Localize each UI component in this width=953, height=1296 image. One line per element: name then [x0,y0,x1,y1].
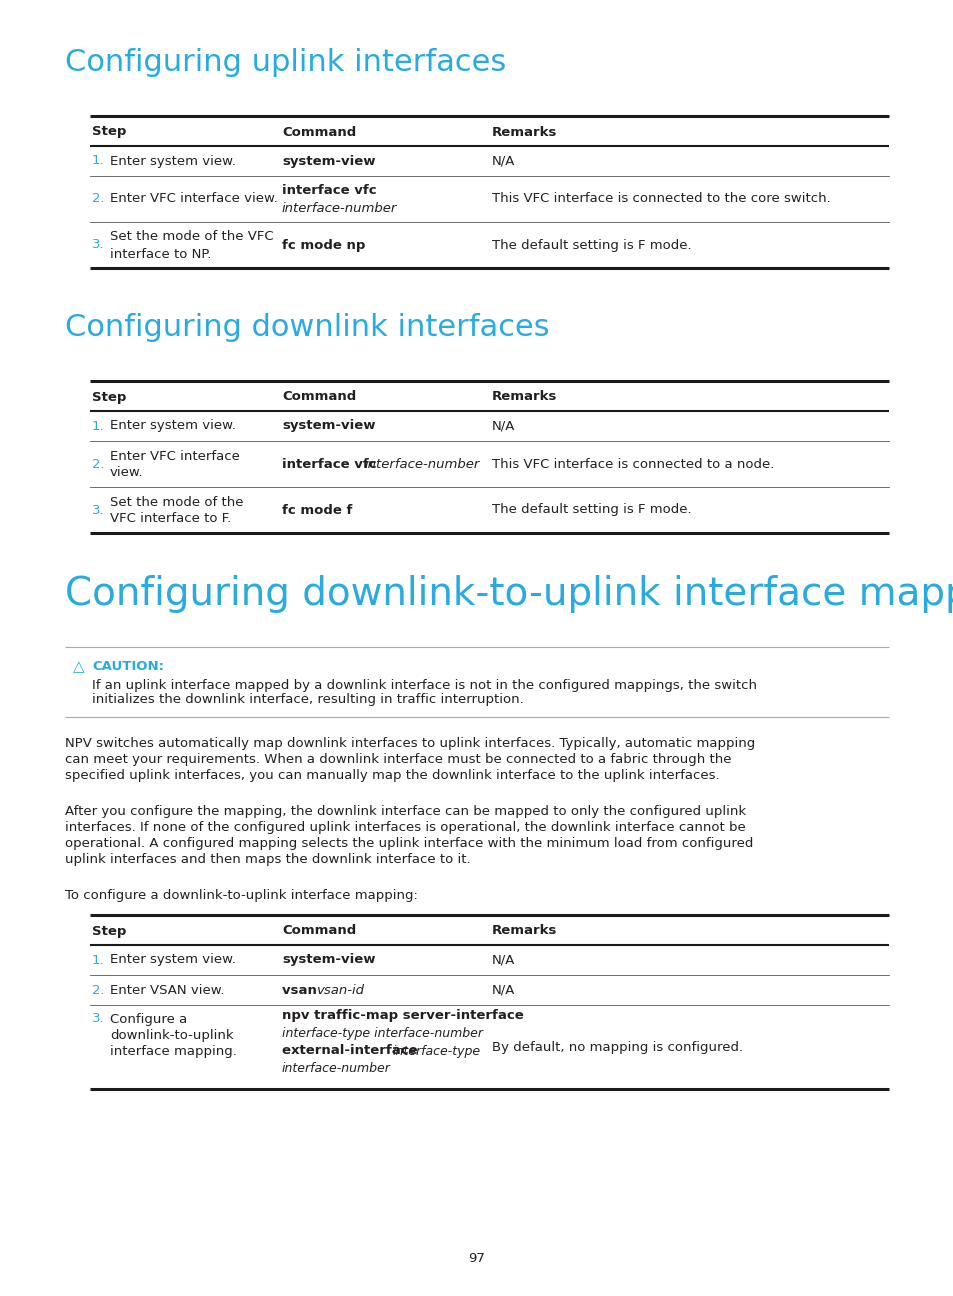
Text: 2.: 2. [91,193,105,206]
Text: initializes the downlink interface, resulting in traffic interruption.: initializes the downlink interface, resu… [91,693,523,706]
Text: system-view: system-view [282,420,375,433]
Text: N/A: N/A [492,954,515,967]
Text: Command: Command [282,390,355,403]
Text: 1.: 1. [91,954,105,967]
Text: Configuring uplink interfaces: Configuring uplink interfaces [65,48,506,76]
Text: 3.: 3. [91,504,105,517]
Text: Enter system view.: Enter system view. [110,954,235,967]
Text: The default setting is F mode.: The default setting is F mode. [492,238,691,251]
Text: 1.: 1. [91,420,105,433]
Text: interface vfc: interface vfc [282,457,381,470]
Text: NPV switches automatically map downlink interfaces to uplink interfaces. Typical: NPV switches automatically map downlink … [65,737,755,750]
Text: Configure a: Configure a [110,1012,187,1025]
Text: 2.: 2. [91,457,105,470]
Text: 97: 97 [468,1252,485,1265]
Text: uplink interfaces and then maps the downlink interface to it.: uplink interfaces and then maps the down… [65,853,470,866]
Text: Step: Step [91,126,126,139]
Text: 2.: 2. [91,984,105,997]
Text: This VFC interface is connected to the core switch.: This VFC interface is connected to the c… [492,193,830,206]
Text: To configure a downlink-to-uplink interface mapping:: To configure a downlink-to-uplink interf… [65,889,417,902]
Text: interface-number: interface-number [365,457,480,470]
Text: external-interface: external-interface [282,1045,422,1058]
Text: Step: Step [91,390,126,403]
Text: operational. A configured mapping selects the uplink interface with the minimum : operational. A configured mapping select… [65,837,753,850]
Text: The default setting is F mode.: The default setting is F mode. [492,504,691,517]
Text: After you configure the mapping, the downlink interface can be mapped to only th: After you configure the mapping, the dow… [65,805,745,818]
Text: Enter VFC interface: Enter VFC interface [110,450,239,463]
Text: interface-type interface-number: interface-type interface-number [282,1026,482,1039]
Text: system-view: system-view [282,154,375,167]
Text: view.: view. [110,467,144,480]
Text: Remarks: Remarks [492,126,557,139]
Text: 1.: 1. [91,154,105,167]
Text: can meet your requirements. When a downlink interface must be connected to a fab: can meet your requirements. When a downl… [65,753,731,766]
Text: △: △ [73,660,85,674]
Text: Enter VSAN view.: Enter VSAN view. [110,984,224,997]
Text: fc mode np: fc mode np [282,238,365,251]
Text: specified uplink interfaces, you can manually map the downlink interface to the : specified uplink interfaces, you can man… [65,769,719,781]
Text: This VFC interface is connected to a node.: This VFC interface is connected to a nod… [492,457,774,470]
Text: Enter system view.: Enter system view. [110,154,235,167]
Text: interface vfc: interface vfc [282,184,376,197]
Text: Step: Step [91,924,126,937]
Text: CAUTION:: CAUTION: [91,661,164,674]
Text: vsan: vsan [282,984,321,997]
Text: If an uplink interface mapped by a downlink interface is not in the configured m: If an uplink interface mapped by a downl… [91,679,757,692]
Text: Command: Command [282,924,355,937]
Text: downlink-to-uplink: downlink-to-uplink [110,1029,233,1042]
Text: npv traffic-map server-interface: npv traffic-map server-interface [282,1008,523,1021]
Text: interface-type: interface-type [393,1045,480,1058]
Text: interface to NP.: interface to NP. [110,248,212,260]
Text: Set the mode of the VFC: Set the mode of the VFC [110,231,274,244]
Text: 3.: 3. [91,1012,105,1025]
Text: Remarks: Remarks [492,390,557,403]
Text: fc mode f: fc mode f [282,504,352,517]
Text: Set the mode of the: Set the mode of the [110,495,243,508]
Text: Enter system view.: Enter system view. [110,420,235,433]
Text: N/A: N/A [492,420,515,433]
Text: 3.: 3. [91,238,105,251]
Text: N/A: N/A [492,984,515,997]
Text: Configuring downlink interfaces: Configuring downlink interfaces [65,314,549,342]
Text: By default, no mapping is configured.: By default, no mapping is configured. [492,1041,742,1054]
Text: N/A: N/A [492,154,515,167]
Text: interface-number: interface-number [282,1063,391,1076]
Text: Enter VFC interface view.: Enter VFC interface view. [110,193,277,206]
Text: Command: Command [282,126,355,139]
Text: system-view: system-view [282,954,375,967]
Text: interface mapping.: interface mapping. [110,1045,236,1058]
Text: Configuring downlink-to-uplink interface mappings: Configuring downlink-to-uplink interface… [65,575,953,613]
Text: interfaces. If none of the configured uplink interfaces is operational, the down: interfaces. If none of the configured up… [65,820,745,835]
Text: Remarks: Remarks [492,924,557,937]
Text: VFC interface to F.: VFC interface to F. [110,512,231,525]
Text: interface-number: interface-number [282,201,397,215]
Text: vsan-id: vsan-id [315,984,364,997]
